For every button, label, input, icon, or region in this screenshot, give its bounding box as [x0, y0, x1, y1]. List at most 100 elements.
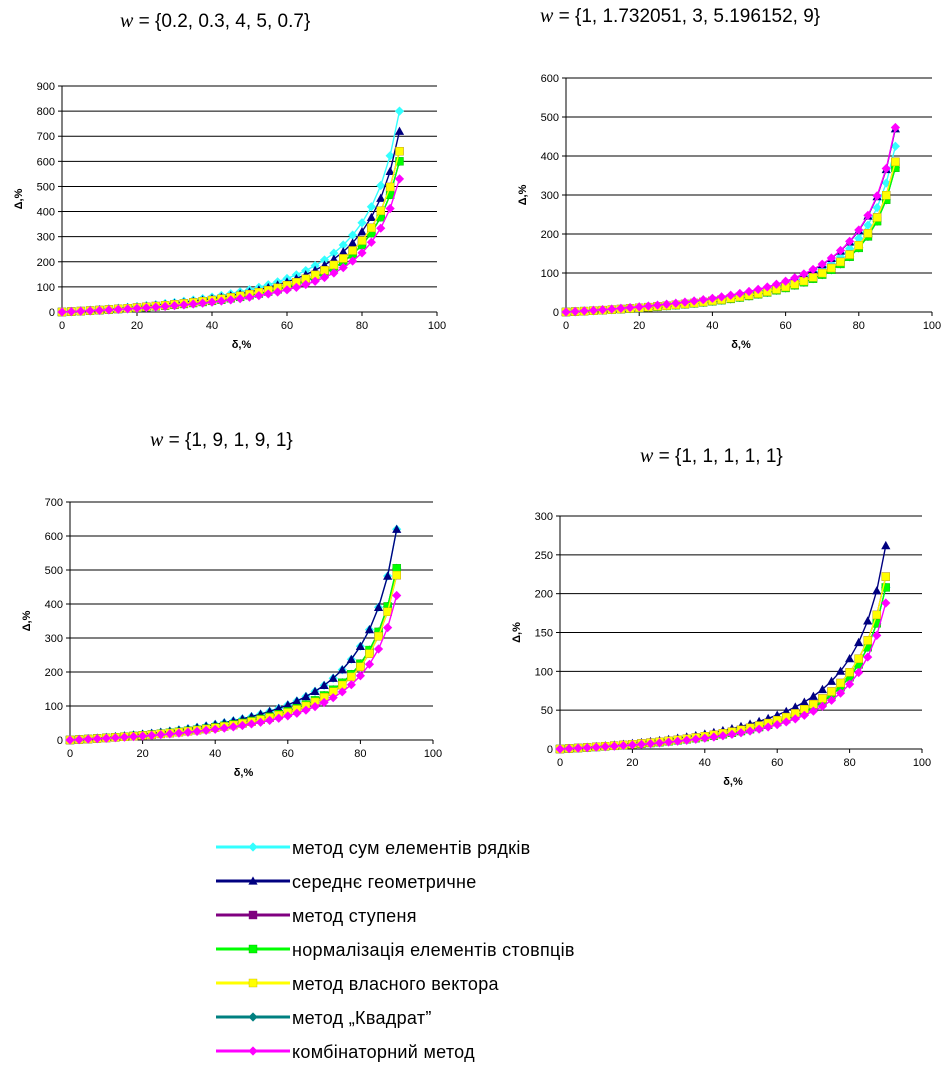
panel-1-y-label: Δ,%	[13, 188, 25, 209]
panel-1-point-geometric-mean-35	[385, 166, 395, 176]
panel-3-y-tick-5: 500	[45, 565, 63, 577]
legend-swatch-combinatorial	[216, 1046, 290, 1056]
panel-3-point-geometric-mean-27	[310, 686, 320, 696]
panel-1-point-row-sums-30	[338, 240, 348, 250]
legend-marker-power-method	[248, 910, 258, 920]
panel-2-line-row-sums	[565, 146, 897, 313]
panel-1-y-tick-6: 600	[37, 156, 55, 168]
panel-2-y-tick-2: 200	[541, 229, 559, 241]
panel-3-line-geometric-mean	[69, 529, 398, 741]
panel-2-point-eigenvector-36	[891, 157, 900, 167]
panel-4-line-geometric-mean	[559, 545, 887, 750]
panel-2-x-tick-4: 80	[853, 320, 865, 332]
legend-marker-column-normalization	[248, 944, 258, 954]
panel-3-point-combinatorial-11	[165, 729, 175, 739]
panel-2-line-column-normalization	[565, 167, 897, 313]
panel-3-point-geometric-mean-34	[373, 602, 384, 611]
panel-3-x-tick-1: 20	[136, 748, 148, 760]
panel-1-y-tick-2: 200	[37, 257, 55, 269]
panel-1-point-eigenvector-36	[395, 147, 404, 156]
panel-4-point-combinatorial-14	[682, 735, 692, 745]
panel-4-point-combinatorial-31	[835, 688, 846, 698]
panel-3-point-geometric-mean-25	[292, 696, 302, 705]
panel-4-point-combinatorial-36	[881, 598, 891, 608]
panel-3-point-combinatorial-13	[183, 727, 193, 737]
legend-swatch-power-method	[216, 910, 290, 920]
panel-1-point-row-sums-34	[376, 180, 386, 191]
legend-swatch-eigenvector	[216, 978, 290, 988]
panel-4-point-combinatorial-29	[817, 701, 828, 711]
panel-4-title: w = {1, 1, 1, 1, 1}	[640, 445, 783, 467]
panel-1-point-combinatorial-27	[310, 276, 320, 286]
panel-4-point-combinatorial-28	[808, 706, 818, 716]
panel-3-series-row-sums	[65, 524, 402, 745]
panel-3-point-eigenvector-36	[392, 570, 401, 580]
panel-2-point-eigenvector-35	[882, 191, 891, 200]
panel-4-point-combinatorial-34	[863, 652, 873, 662]
panel-4-point-combinatorial-10	[645, 738, 656, 749]
panel-4-x-label: δ,%	[723, 776, 743, 788]
panel-3-line-square-method	[69, 568, 398, 741]
panel-2-point-combinatorial-1	[570, 306, 580, 317]
panel-3-point-combinatorial-1	[74, 734, 84, 745]
panel-3-point-combinatorial-23	[274, 713, 284, 723]
panel-1-x-tick-1: 20	[131, 320, 143, 332]
panel-4-point-combinatorial-0	[555, 744, 565, 754]
panel-1-point-eigenvector-31	[348, 246, 357, 255]
panel-3-title: w = {1, 9, 1, 9, 1}	[150, 429, 293, 451]
panel-4-y-tick-3: 150	[535, 628, 553, 640]
panel-2-point-combinatorial-19	[735, 288, 745, 299]
panel-2-point-combinatorial-18	[726, 290, 736, 300]
panel-1-line-geometric-mean	[61, 131, 401, 313]
panel-1-point-geometric-mean-36	[394, 126, 405, 135]
panel-4-point-combinatorial-3	[582, 743, 592, 753]
panel-1-point-combinatorial-33	[366, 237, 376, 247]
panel-4-point-combinatorial-1	[564, 743, 574, 754]
panel-3-point-eigenvector-34	[374, 631, 383, 641]
panel-1-point-combinatorial-22	[263, 289, 273, 299]
panel-3-point-combinatorial-27	[310, 702, 320, 712]
panel-1-point-combinatorial-9	[141, 303, 151, 313]
legend-label-column-normalization: нормалізація елементів стовпців	[292, 940, 575, 960]
panel-4-point-combinatorial-7	[618, 740, 628, 751]
panel-3-point-combinatorial-7	[128, 731, 139, 742]
panel-1-point-combinatorial-2	[76, 306, 86, 316]
panel-1-point-row-sums-29	[329, 248, 339, 258]
panel-3-point-combinatorial-0	[65, 735, 75, 745]
panel-1-title-var: w	[120, 10, 134, 32]
panel-2-point-combinatorial-7	[625, 303, 635, 313]
panel-4-x-tick-5: 100	[913, 757, 931, 769]
panel-2-x-tick-2: 40	[706, 320, 718, 332]
panel-4-title-var: w	[640, 445, 654, 467]
legend-label-square-method: метод „Квадрат”	[292, 1008, 432, 1028]
panel-2-point-combinatorial-20	[744, 286, 754, 297]
panel-3-point-combinatorial-21	[255, 717, 266, 727]
panel-1-y-tick-9: 900	[37, 81, 55, 93]
panel-2-point-row-sums-33	[863, 220, 873, 230]
panel-2-point-eigenvector-28	[818, 268, 827, 278]
panel-1-point-combinatorial-8	[132, 303, 142, 313]
panel-1-point-combinatorial-0	[57, 307, 67, 317]
panel-3-line-eigenvector	[69, 574, 398, 741]
panel-3-x-label: δ,%	[234, 767, 254, 779]
panel-3-x-tick-3: 60	[282, 748, 294, 760]
panel-1-point-eigenvector-29	[329, 260, 339, 270]
panel-3-point-combinatorial-2	[83, 734, 93, 744]
panel-2-point-combinatorial-4	[598, 305, 608, 315]
panel-4-point-combinatorial-12	[664, 737, 674, 747]
panel-4-point-geometric-mean-32	[845, 653, 855, 663]
panel-1-point-combinatorial-21	[254, 291, 264, 301]
legend-label-combinatorial: комбінаторний метод	[292, 1042, 475, 1062]
panel-3-point-geometric-mean-32	[355, 641, 365, 650]
panel-1-point-row-sums-31	[348, 230, 358, 240]
panel-4-point-eigenvector-33	[854, 654, 863, 663]
panel-3-y-tick-2: 200	[45, 667, 63, 679]
legend-marker-geometric-mean	[248, 876, 258, 885]
panel-2-point-row-sums-34	[872, 203, 882, 213]
panel-2-point-combinatorial-27	[808, 264, 818, 275]
panel-2-point-combinatorial-26	[799, 269, 809, 279]
panel-1-point-combinatorial-35	[385, 203, 395, 214]
panel-2-x-tick-3: 60	[779, 320, 791, 332]
panel-1-point-geometric-mean-29	[329, 254, 339, 263]
panel-2-point-combinatorial-15	[698, 295, 708, 305]
